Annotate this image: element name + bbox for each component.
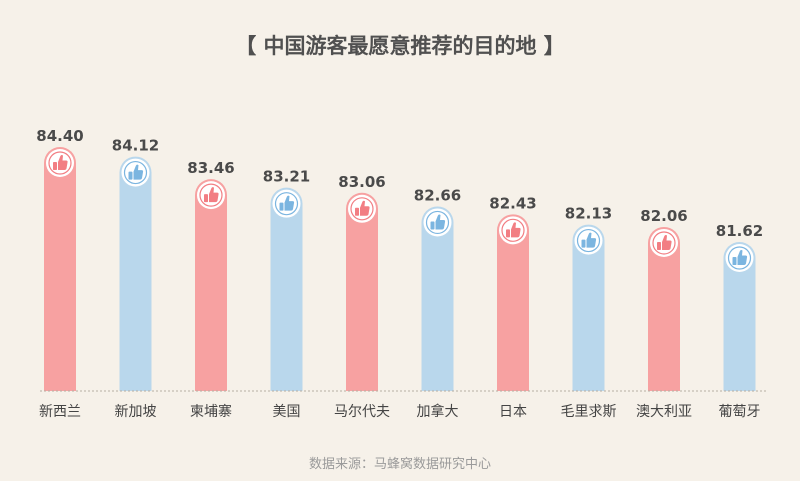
value-label: 82.13 [565, 205, 612, 223]
category-label: 澳大利亚 [636, 404, 692, 420]
value-label: 82.66 [414, 186, 461, 204]
bar [421, 206, 454, 391]
thumbs-up-icon [272, 189, 301, 218]
bar [44, 147, 76, 391]
category-label: 日本 [499, 404, 527, 420]
bar [270, 187, 303, 391]
bar [195, 179, 227, 391]
thumbs-up-icon [499, 216, 527, 245]
category-label: 美国 [273, 404, 301, 420]
thumbs-up-icon [650, 228, 678, 257]
thumbs-up-icon [574, 226, 603, 255]
value-label: 82.06 [640, 207, 687, 225]
value-label: 83.46 [187, 159, 234, 177]
category-label: 葡萄牙 [719, 404, 761, 420]
category-label: 柬埔寨 [190, 403, 232, 420]
thumbs-up-icon [725, 244, 754, 272]
value-label: 84.12 [112, 137, 159, 155]
thumbs-up-icon [197, 181, 225, 210]
source-note: 数据来源：马蜂窝数据研究中心 [308, 457, 491, 472]
category-label: 新西兰 [39, 404, 81, 420]
chart-title: 【 中国游客最愿意推荐的目的地 】 [235, 34, 565, 58]
bars-group [44, 147, 756, 391]
thumbs-up-icon [46, 149, 74, 177]
value-label: 82.43 [489, 194, 536, 212]
labels-group: 84.40 新西兰 84.12 新加坡 83.46 柬埔寨 83.21 美国 83.06 马尔代夫… [36, 127, 763, 420]
bar [346, 192, 378, 391]
value-label: 81.62 [716, 222, 763, 240]
value-label: 84.40 [36, 127, 83, 145]
value-label: 83.21 [263, 168, 310, 186]
thumbs-up-icon [423, 208, 452, 237]
thumbs-up-icon [348, 194, 376, 223]
value-label: 83.06 [338, 173, 385, 191]
bar [723, 242, 756, 391]
category-label: 新加坡 [115, 404, 157, 420]
bar [572, 224, 605, 391]
thumbs-up-icon [121, 158, 150, 187]
category-label: 马尔代夫 [334, 404, 390, 420]
category-label: 毛里求斯 [561, 404, 617, 420]
bar [648, 226, 680, 391]
category-label: 加拿大 [417, 403, 459, 420]
bar [119, 156, 152, 391]
bar [497, 214, 529, 391]
